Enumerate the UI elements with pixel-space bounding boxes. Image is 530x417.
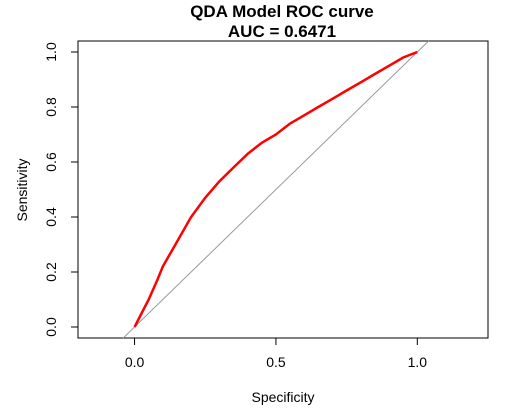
x-axis: 0.0 0.5 1.0	[125, 337, 428, 370]
reference-diagonal	[122, 40, 429, 339]
x-tick-label: 0.0	[125, 354, 145, 370]
x-tick-label: 0.5	[266, 354, 286, 370]
y-tick-label: 0.2	[43, 262, 59, 282]
y-axis-label: Sensitivity	[14, 158, 30, 221]
roc-curve-line	[133, 50, 418, 328]
chart-title: QDA Model ROC curve	[190, 2, 374, 21]
y-tick-label: 0.0	[43, 317, 59, 337]
chart-subtitle: AUC = 0.6471	[228, 22, 336, 41]
x-axis-label: Specificity	[251, 389, 314, 405]
y-axis: 0.0 0.2 0.4 0.6 0.8 1.0	[43, 42, 78, 337]
y-tick-label: 0.4	[43, 207, 59, 227]
y-tick-label: 1.0	[43, 42, 59, 62]
y-tick-label: 0.6	[43, 152, 59, 172]
plot-frame	[77, 40, 489, 339]
y-tick-label: 0.8	[43, 97, 59, 117]
x-tick-label: 1.0	[408, 354, 428, 370]
